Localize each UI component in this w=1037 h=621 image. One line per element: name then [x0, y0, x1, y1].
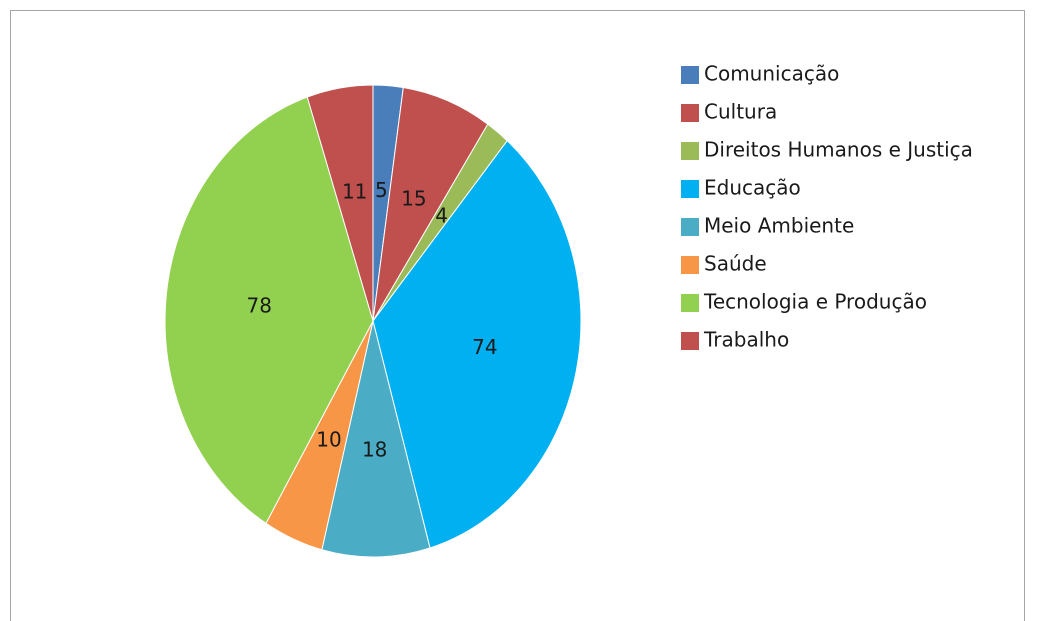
legend-label: Trabalho [703, 328, 789, 352]
legend-label: Saúde [704, 252, 767, 276]
legend-label: Cultura [704, 100, 777, 124]
data-label: 74 [472, 335, 497, 359]
legend-swatch [681, 218, 699, 236]
data-label: 18 [362, 437, 387, 461]
legend-label: Educação [704, 176, 801, 200]
legend-swatch [681, 332, 699, 350]
data-label: 78 [247, 293, 272, 317]
legend-swatch [681, 294, 699, 312]
legend-swatch [681, 142, 699, 160]
data-label: 15 [401, 186, 426, 210]
data-label: 4 [435, 204, 448, 228]
data-label: 10 [316, 427, 341, 451]
pie-slice [321, 320, 431, 558]
data-label: 11 [342, 179, 367, 203]
legend-label: Direitos Humanos e Justiça [704, 138, 973, 162]
pie-slice [164, 96, 374, 525]
pie-slice [372, 139, 582, 549]
legend-swatch [681, 180, 699, 198]
pie-slice [306, 84, 374, 322]
legend-swatch [681, 256, 699, 274]
legend-swatch [681, 66, 699, 84]
legend-label: Meio Ambiente [704, 214, 854, 238]
legend-label: Tecnologia e Produção [703, 290, 927, 314]
legend-swatch [681, 104, 699, 122]
data-label: 5 [375, 178, 388, 202]
legend-label: Comunicação [704, 62, 839, 86]
pie-slice [372, 86, 489, 322]
